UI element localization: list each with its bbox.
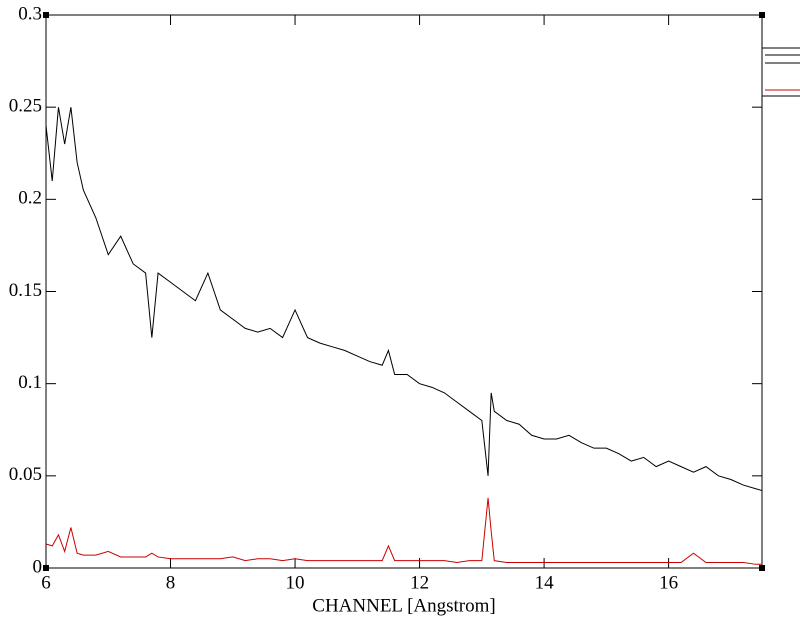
corner-markers bbox=[43, 12, 765, 571]
y-tick-label: 0.25 bbox=[9, 96, 42, 117]
y-tick-label: 0.3 bbox=[18, 3, 42, 24]
y-tick-label: 0.05 bbox=[9, 464, 42, 485]
data-line bbox=[45, 497, 762, 565]
x-tick-label: 14 bbox=[535, 572, 555, 593]
x-tick-label: 16 bbox=[659, 572, 678, 593]
plot-frame bbox=[45, 14, 763, 569]
x-tick-label: 12 bbox=[410, 572, 429, 593]
y-tick-label: 0.2 bbox=[18, 188, 42, 209]
x-axis-label: CHANNEL [Angstrom] bbox=[312, 595, 495, 616]
x-tick-label: 6 bbox=[41, 572, 51, 593]
y-tick-label: 0 bbox=[33, 556, 43, 577]
y-tick-label: 0.15 bbox=[9, 280, 42, 301]
y-tick-label: 0.1 bbox=[18, 372, 42, 393]
legend bbox=[761, 47, 800, 97]
x-tick-label: 8 bbox=[166, 572, 176, 593]
data-line bbox=[45, 107, 763, 492]
legend-box bbox=[761, 47, 800, 97]
x-tick-label: 10 bbox=[286, 572, 305, 593]
